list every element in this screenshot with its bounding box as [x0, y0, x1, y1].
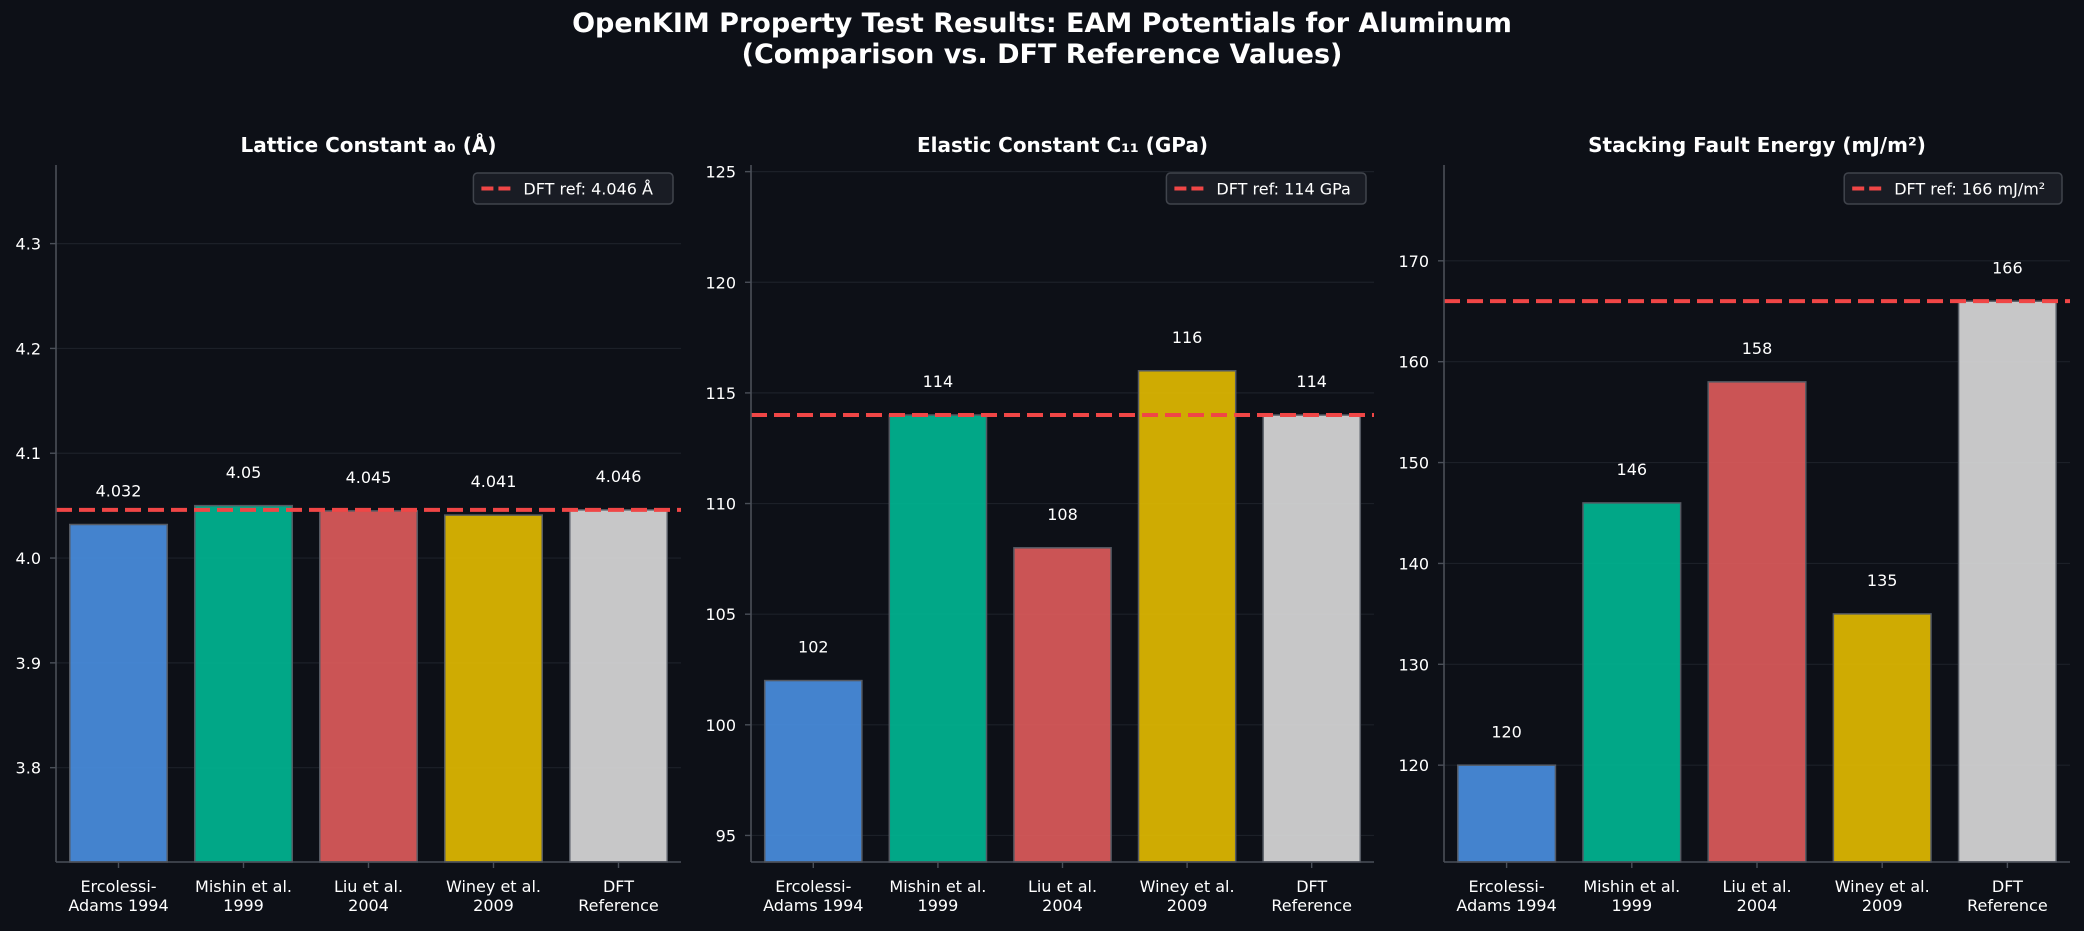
y-tick-label: 130 — [1398, 655, 1429, 674]
y-tick-label: 4.0 — [16, 549, 41, 568]
x-tick-label: Ercolessi-Adams 1994 — [1456, 877, 1556, 915]
x-tick-label: Winey et al. 2009 — [1140, 877, 1235, 915]
x-tick-label: Liu et al. 2004 — [1722, 877, 1791, 915]
y-tick-label: 4.3 — [16, 235, 41, 254]
bar — [1832, 613, 1932, 863]
y-tick-label: 3.8 — [16, 759, 41, 778]
y-tick-label: 110 — [705, 495, 736, 514]
legend: DFT ref: 114 GPa — [1165, 172, 1367, 205]
x-tick-label: Liu et al. 2004 — [334, 877, 403, 915]
y-tick-label: 160 — [1398, 353, 1429, 372]
bar-value-label: 4.05 — [226, 463, 262, 482]
chart-title: Elastic Constant C₁₁ (GPa) — [917, 133, 1208, 157]
x-tick-label: DFT Reference — [1271, 877, 1352, 915]
bar — [1957, 300, 2057, 863]
y-tick-label: 150 — [1398, 454, 1429, 473]
legend-label: DFT ref: 166 mJ/m² — [1894, 180, 2045, 199]
y-tick-label: 140 — [1398, 554, 1429, 573]
y-tick-label: 95 — [716, 826, 736, 845]
figure-title: OpenKIM Property Test Results: EAM Poten… — [0, 8, 2084, 70]
bar-value-label: 4.045 — [346, 468, 392, 487]
bar-value-label: 166 — [1992, 258, 2023, 277]
bar-value-label: 158 — [1742, 339, 1773, 358]
bar-value-label: 135 — [1867, 571, 1898, 590]
bar — [1707, 381, 1807, 863]
x-tick-label: Ercolessi-Adams 1994 — [68, 877, 168, 915]
x-tick-label: Mishin et al. 1999 — [1583, 877, 1680, 915]
bar-value-label: 4.046 — [596, 467, 642, 486]
bar — [1262, 414, 1362, 863]
legend-box — [1843, 172, 2063, 205]
bar — [763, 679, 863, 863]
bar-value-label: 108 — [1047, 505, 1078, 524]
y-tick-label: 100 — [705, 716, 736, 735]
chart-title: Stacking Fault Energy (mJ/m²) — [1588, 133, 1926, 157]
y-tick-label: 4.2 — [16, 339, 41, 358]
bar-value-label: 146 — [1617, 460, 1648, 479]
bar-value-label: 114 — [1296, 372, 1327, 391]
x-tick-label: Ercolessi-Adams 1994 — [763, 877, 863, 915]
chart-panel-3: 120 146 158 135 166 120 130 140 150 160 170 Ercoles… — [1398, 133, 2070, 915]
legend-box — [472, 172, 674, 205]
bar-value-label: 4.041 — [471, 472, 517, 491]
figure-title-line-1: OpenKIM Property Test Results: EAM Poten… — [572, 8, 1512, 39]
y-tick-label: 170 — [1398, 252, 1429, 271]
chart-title: Lattice Constant a₀ (Å) — [241, 133, 497, 157]
y-tick-label: 120 — [705, 273, 736, 292]
bar — [1013, 547, 1112, 863]
bar — [1137, 370, 1237, 863]
y-tick-label: 105 — [705, 605, 736, 624]
y-tick-label: 4.1 — [16, 444, 41, 463]
chart-panel-1: 4.032 4.05 4.045 4.041 4.046 3.8 3.9 4.0 4.1 4.2 4… — [16, 133, 681, 915]
bar — [69, 523, 168, 863]
bar — [1457, 764, 1557, 863]
x-tick-label: Mishin et al. 1999 — [195, 877, 292, 915]
legend-label: DFT ref: 114 GPa — [1216, 180, 1350, 199]
legend: DFT ref: 166 mJ/m² — [1843, 172, 2063, 205]
legend: DFT ref: 4.046 Å — [472, 172, 674, 205]
figure-title-line-2: (Comparison vs. DFT Reference Values) — [741, 39, 1343, 70]
x-tick-label: Winey et al. 2009 — [1835, 877, 1930, 915]
x-tick-label: DFT Reference — [578, 877, 659, 915]
x-tick-label: Winey et al. 2009 — [446, 877, 541, 915]
y-tick-label: 115 — [705, 384, 736, 403]
legend-label: DFT ref: 4.046 Å — [523, 180, 653, 199]
bar-value-label: 116 — [1172, 328, 1203, 347]
x-tick-label: Mishin et al. 1999 — [889, 877, 986, 915]
bar-value-label: 120 — [1491, 722, 1522, 741]
legend-box — [1165, 172, 1367, 205]
bar — [444, 514, 543, 863]
bar-value-label: 102 — [798, 638, 829, 657]
y-tick-label: 125 — [705, 163, 736, 182]
bar-value-label: 4.032 — [96, 482, 142, 501]
bar — [569, 509, 668, 863]
y-tick-label: 120 — [1398, 756, 1429, 775]
bar — [1582, 502, 1682, 863]
bar-value-label: 114 — [923, 372, 954, 391]
chart-panel-2: 102 114 108 116 114 95 100 105 110 115 120 125 Ercol… — [705, 133, 1374, 915]
y-tick-label: 3.9 — [16, 654, 41, 673]
bar — [194, 504, 293, 863]
x-tick-label: Liu et al. 2004 — [1028, 877, 1097, 915]
x-tick-label: DFT Reference — [1967, 877, 2048, 915]
bar — [888, 414, 988, 863]
bar — [319, 510, 418, 863]
